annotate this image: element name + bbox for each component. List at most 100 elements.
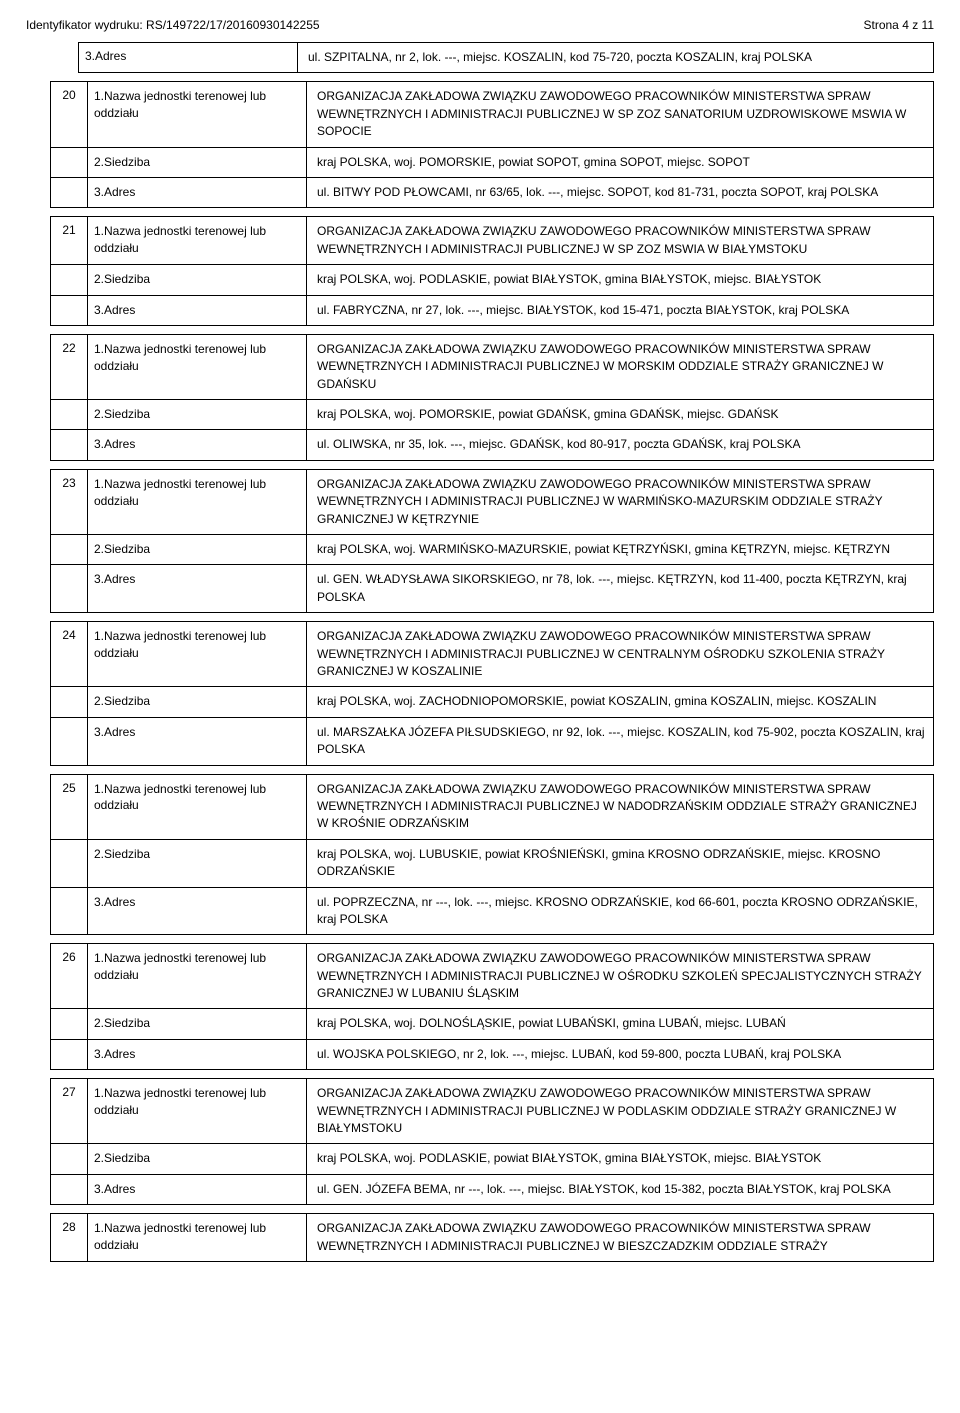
- field-label-adres: 3.Adres: [88, 1040, 307, 1069]
- field-value-adres: ul. MARSZAŁKA JÓZEFA PIŁSUDSKIEGO, nr 92…: [307, 718, 933, 765]
- field-value-siedziba: kraj POLSKA, woj. PODLASKIE, powiat BIAŁ…: [307, 1144, 933, 1173]
- group-number: 26: [51, 944, 88, 1008]
- field-label-siedziba: 2.Siedziba: [88, 265, 307, 294]
- unit-group: 221.Nazwa jednostki terenowej lub oddzia…: [50, 334, 934, 461]
- group-number-empty: [51, 840, 88, 887]
- field-value-name: ORGANIZACJA ZAKŁADOWA ZWIĄZKU ZAWODOWEGO…: [307, 217, 933, 264]
- field-label-siedziba: 2.Siedziba: [88, 1009, 307, 1038]
- table-row: 231.Nazwa jednostki terenowej lub oddzia…: [51, 470, 933, 534]
- group-number-empty: [51, 565, 88, 612]
- field-value-name: ORGANIZACJA ZAKŁADOWA ZWIĄZKU ZAWODOWEGO…: [307, 622, 933, 686]
- page-number: Strona 4 z 11: [864, 18, 935, 32]
- group-number-empty: [51, 265, 88, 294]
- print-id: Identyfikator wydruku: RS/149722/17/2016…: [26, 18, 320, 32]
- table-row: 2.Siedzibakraj POLSKA, woj. PODLASKIE, p…: [51, 264, 933, 294]
- field-label-siedziba: 2.Siedziba: [88, 840, 307, 887]
- unit-group: 231.Nazwa jednostki terenowej lub oddzia…: [50, 469, 934, 613]
- unit-group: 251.Nazwa jednostki terenowej lub oddzia…: [50, 774, 934, 936]
- group-number-empty: [51, 1144, 88, 1173]
- table-row: 201.Nazwa jednostki terenowej lub oddzia…: [51, 82, 933, 146]
- field-value-siedziba: kraj POLSKA, woj. DOLNOŚLĄSKIE, powiat L…: [307, 1009, 933, 1038]
- field-label-name: 1.Nazwa jednostki terenowej lub oddziału: [88, 335, 307, 399]
- unit-group: 211.Nazwa jednostki terenowej lub oddzia…: [50, 216, 934, 326]
- table-row: 3.Adresul. GEN. WŁADYSŁAWA SIKORSKIEGO, …: [51, 564, 933, 612]
- table-row: 3.Adresul. BITWY POD PŁOWCAMI, nr 63/65,…: [51, 177, 933, 207]
- field-value-adres: ul. BITWY POD PŁOWCAMI, nr 63/65, lok. -…: [307, 178, 933, 207]
- table-row: 2.Siedzibakraj POLSKA, woj. POMORSKIE, p…: [51, 147, 933, 177]
- table-row: 211.Nazwa jednostki terenowej lub oddzia…: [51, 217, 933, 264]
- group-number-empty: [51, 1009, 88, 1038]
- field-label-siedziba: 2.Siedziba: [88, 687, 307, 716]
- group-number-empty: [51, 1175, 88, 1204]
- group-number: 28: [51, 1214, 88, 1261]
- unit-group: 271.Nazwa jednostki terenowej lub oddzia…: [50, 1078, 934, 1205]
- field-value-name: ORGANIZACJA ZAKŁADOWA ZWIĄZKU ZAWODOWEGO…: [307, 82, 933, 146]
- field-label-siedziba: 2.Siedziba: [88, 148, 307, 177]
- table-row: 3.Adresul. POPRZECZNA, nr ---, lok. ---,…: [51, 887, 933, 935]
- group-number: 21: [51, 217, 88, 264]
- table-row: 3.Adresul. GEN. JÓZEFA BEMA, nr ---, lok…: [51, 1174, 933, 1204]
- field-label-name: 1.Nazwa jednostki terenowej lub oddziału: [88, 217, 307, 264]
- group-number: 27: [51, 1079, 88, 1143]
- group-number: 24: [51, 622, 88, 686]
- unit-group: 281.Nazwa jednostki terenowej lub oddzia…: [50, 1213, 934, 1262]
- table-row: 271.Nazwa jednostki terenowej lub oddzia…: [51, 1079, 933, 1143]
- group-number-empty: [51, 400, 88, 429]
- unit-group: 241.Nazwa jednostki terenowej lub oddzia…: [50, 621, 934, 765]
- field-value-adres: ul. WOJSKA POLSKIEGO, nr 2, lok. ---, mi…: [307, 1040, 933, 1069]
- table-row: 3.Adresul. OLIWSKA, nr 35, lok. ---, mie…: [51, 429, 933, 459]
- unit-group: 261.Nazwa jednostki terenowej lub oddzia…: [50, 943, 934, 1070]
- table-row: 281.Nazwa jednostki terenowej lub oddzia…: [51, 1214, 933, 1261]
- field-value-name: ORGANIZACJA ZAKŁADOWA ZWIĄZKU ZAWODOWEGO…: [307, 944, 933, 1008]
- page-header: Identyfikator wydruku: RS/149722/17/2016…: [26, 18, 934, 32]
- table-row: 2.Siedzibakraj POLSKA, woj. POMORSKIE, p…: [51, 399, 933, 429]
- group-number-empty: [51, 687, 88, 716]
- page: Identyfikator wydruku: RS/149722/17/2016…: [0, 0, 960, 1310]
- table-row: 221.Nazwa jednostki terenowej lub oddzia…: [51, 335, 933, 399]
- table-row: 3.Adresul. FABRYCZNA, nr 27, lok. ---, m…: [51, 295, 933, 325]
- group-number-empty: [51, 888, 88, 935]
- field-value-name: ORGANIZACJA ZAKŁADOWA ZWIĄZKU ZAWODOWEGO…: [307, 1214, 933, 1261]
- field-label-siedziba: 2.Siedziba: [88, 535, 307, 564]
- field-value-adres: ul. GEN. JÓZEFA BEMA, nr ---, lok. ---, …: [307, 1175, 933, 1204]
- table-row: 3.Adres ul. SZPITALNA, nr 2, lok. ---, m…: [78, 42, 934, 73]
- field-value-siedziba: kraj POLSKA, woj. POMORSKIE, powiat GDAŃ…: [307, 400, 933, 429]
- field-label-name: 1.Nazwa jednostki terenowej lub oddziału: [88, 622, 307, 686]
- field-label-name: 1.Nazwa jednostki terenowej lub oddziału: [88, 1079, 307, 1143]
- group-number-empty: [51, 430, 88, 459]
- unit-group: 201.Nazwa jednostki terenowej lub oddzia…: [50, 81, 934, 208]
- group-number-empty: [51, 1040, 88, 1069]
- field-label-adres: 3.Adres: [88, 888, 307, 935]
- field-value-adres: ul. GEN. WŁADYSŁAWA SIKORSKIEGO, nr 78, …: [307, 565, 933, 612]
- field-value-adres: ul. FABRYCZNA, nr 27, lok. ---, miejsc. …: [307, 296, 933, 325]
- table-row: 2.Siedzibakraj POLSKA, woj. WARMIŃSKO-MA…: [51, 534, 933, 564]
- table-row: 3.Adresul. WOJSKA POLSKIEGO, nr 2, lok. …: [51, 1039, 933, 1069]
- group-number-empty: [51, 296, 88, 325]
- group-number-empty: [51, 148, 88, 177]
- group-number-empty: [51, 535, 88, 564]
- field-value-name: ORGANIZACJA ZAKŁADOWA ZWIĄZKU ZAWODOWEGO…: [307, 775, 933, 839]
- field-label-name: 1.Nazwa jednostki terenowej lub oddziału: [88, 944, 307, 1008]
- table-row: 2.Siedzibakraj POLSKA, woj. DOLNOŚLĄSKIE…: [51, 1008, 933, 1038]
- field-value-siedziba: kraj POLSKA, woj. WARMIŃSKO-MAZURSKIE, p…: [307, 535, 933, 564]
- field-label-adres: 3.Adres: [88, 1175, 307, 1204]
- field-label-siedziba: 2.Siedziba: [88, 400, 307, 429]
- field-label-name: 1.Nazwa jednostki terenowej lub oddziału: [88, 1214, 307, 1261]
- field-label-adres: 3.Adres: [79, 43, 298, 72]
- table-row: 2.Siedzibakraj POLSKA, woj. LUBUSKIE, po…: [51, 839, 933, 887]
- field-label-adres: 3.Adres: [88, 718, 307, 765]
- group-number: 23: [51, 470, 88, 534]
- field-value-siedziba: kraj POLSKA, woj. LUBUSKIE, powiat KROŚN…: [307, 840, 933, 887]
- field-label-name: 1.Nazwa jednostki terenowej lub oddziału: [88, 82, 307, 146]
- table-row: 251.Nazwa jednostki terenowej lub oddzia…: [51, 775, 933, 839]
- field-value-adres: ul. SZPITALNA, nr 2, lok. ---, miejsc. K…: [298, 43, 933, 72]
- group-number: 20: [51, 82, 88, 146]
- field-value-siedziba: kraj POLSKA, woj. PODLASKIE, powiat BIAŁ…: [307, 265, 933, 294]
- group-number-empty: [51, 178, 88, 207]
- table-row: 241.Nazwa jednostki terenowej lub oddzia…: [51, 622, 933, 686]
- field-value-siedziba: kraj POLSKA, woj. ZACHODNIOPOMORSKIE, po…: [307, 687, 933, 716]
- table-row: 2.Siedzibakraj POLSKA, woj. ZACHODNIOPOM…: [51, 686, 933, 716]
- field-label-adres: 3.Adres: [88, 178, 307, 207]
- field-value-adres: ul. POPRZECZNA, nr ---, lok. ---, miejsc…: [307, 888, 933, 935]
- field-label-adres: 3.Adres: [88, 565, 307, 612]
